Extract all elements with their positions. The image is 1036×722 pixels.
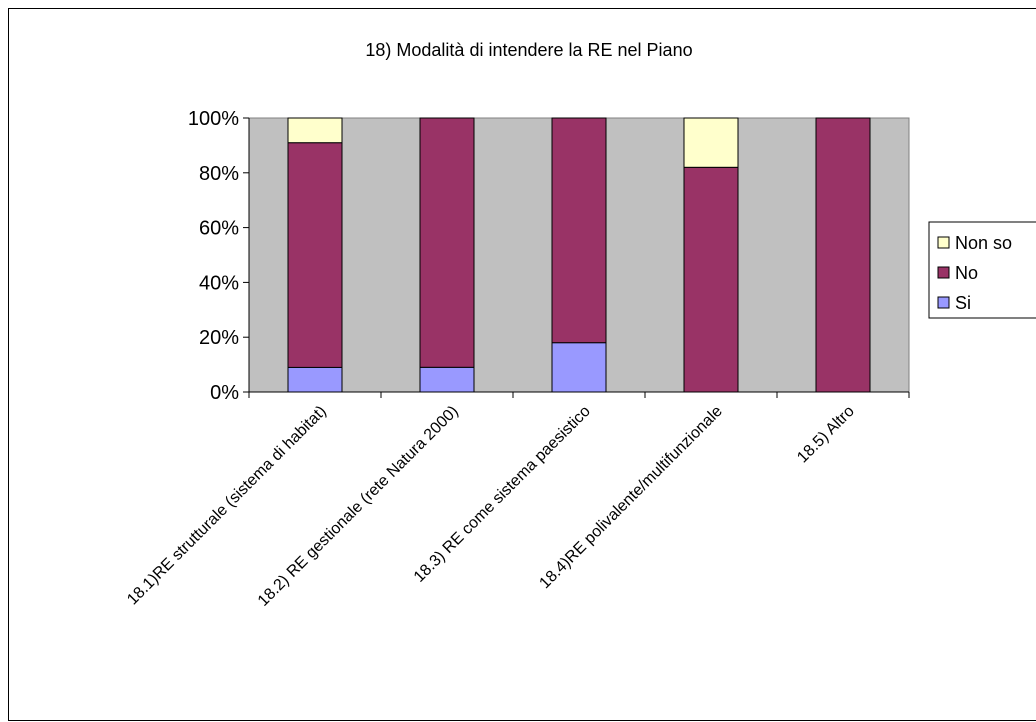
bars-layer: [287, 117, 871, 393]
chart-title: 18) Modalità di intendere la RE nel Pian…: [365, 40, 692, 60]
bar-segment: [683, 166, 739, 393]
bar-segment: [419, 366, 475, 393]
y-tick-label: 80%: [199, 163, 239, 185]
bar-segment: [287, 366, 343, 393]
legend: Non so No Si: [928, 221, 1036, 319]
bar-segment: [551, 117, 607, 344]
bar-segment: [287, 142, 343, 368]
y-tick-label: 100%: [188, 108, 239, 130]
bar-segment: [683, 117, 739, 168]
y-tick-labels: 0% 20% 40% 60% 80% 100%: [188, 108, 239, 404]
bar-segment: [551, 342, 607, 393]
y-tick-label: 20%: [199, 327, 239, 349]
legend-swatch: [937, 296, 950, 309]
axes-layer: [243, 117, 910, 398]
legend-label: Non so: [955, 233, 1012, 253]
y-tick-label: 0%: [210, 382, 239, 404]
x-category-labels: 18.1)RE strutturale (sistema di habitat)…: [124, 403, 858, 610]
y-tick-label: 40%: [199, 272, 239, 294]
bar-segment: [419, 117, 475, 368]
chart-svg: 18) Modalità di intendere la RE nel Pian…: [124, 40, 1036, 610]
y-tick-label: 60%: [199, 218, 239, 240]
bar-segment: [287, 117, 343, 144]
chart-frame: 18) Modalità di intendere la RE nel Pian…: [8, 8, 1036, 721]
legend-swatch: [937, 266, 950, 279]
legend-items: Non so No Si: [937, 233, 1012, 313]
bar-segment: [815, 117, 871, 393]
legend-label: No: [955, 263, 978, 283]
legend-swatch: [937, 236, 950, 249]
x-category-label: 18.5) Altro: [794, 403, 858, 467]
legend-label: Si: [955, 293, 971, 313]
